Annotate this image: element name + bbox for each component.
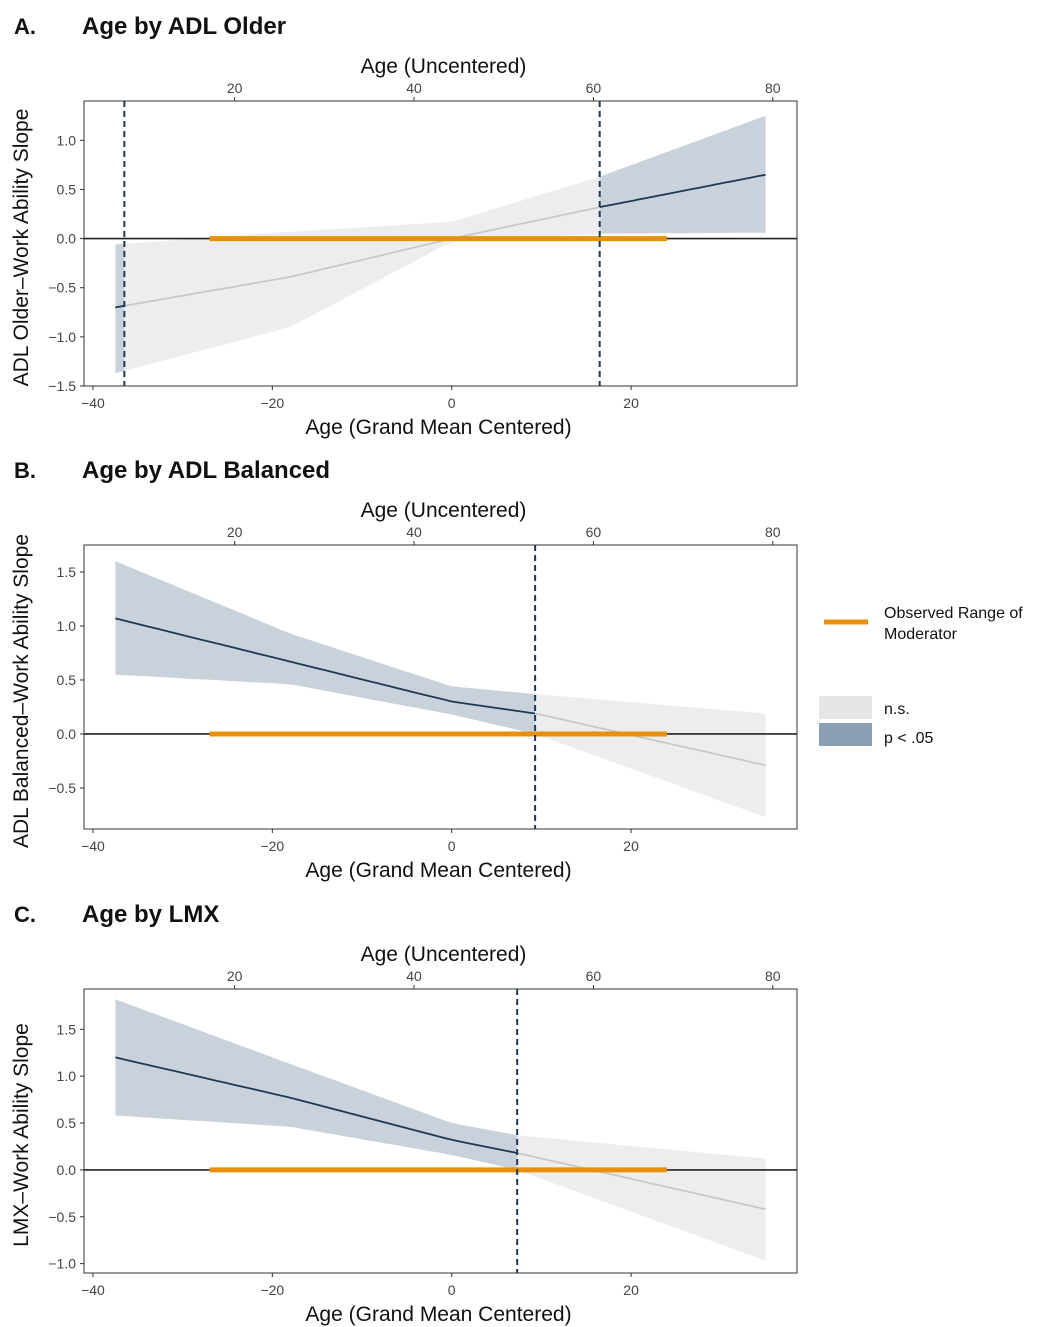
x-tick-label: −20 xyxy=(260,838,284,854)
chart-panels: A. Age by ADL Older Age (Uncentered) −1.5 −1… xyxy=(10,13,798,1326)
panel-letter: A. xyxy=(14,14,36,39)
slope-line-nonsignificant xyxy=(124,206,600,307)
y-tick-label: 0.0 xyxy=(57,231,77,247)
ci-band-nonsignificant xyxy=(124,176,600,371)
x-tick-label: 0 xyxy=(448,395,456,411)
chart-title: Age by ADL Balanced xyxy=(82,457,330,484)
ci-band-nonsignificant xyxy=(517,1135,766,1261)
y-tick-label: 1.0 xyxy=(57,1068,77,1084)
ci-band-significant xyxy=(115,243,125,374)
slope-line-significant xyxy=(115,617,536,715)
y-axis-title: LMX–Work Ability Slope xyxy=(10,1023,33,1247)
x-tick-label: −20 xyxy=(260,395,284,411)
plot-frame xyxy=(83,544,798,830)
plot-frame xyxy=(83,100,798,387)
x-axis-title: Age (Grand Mean Centered) xyxy=(305,859,571,882)
top-axis-title: Age (Uncentered) xyxy=(361,55,527,78)
x-axis-title: Age (Grand Mean Centered) xyxy=(305,1303,571,1326)
y-tick-label: 0.5 xyxy=(57,1115,77,1131)
legend-observed-range-label: Observed Range of xyxy=(884,605,1023,622)
ci-band-significant xyxy=(599,115,766,234)
y-tick-label: −0.5 xyxy=(48,280,76,296)
y-axis-title: ADL Older–Work Ability Slope xyxy=(10,109,33,387)
y-tick-label: 1.5 xyxy=(57,1021,77,1037)
top-axis-title: Age (Uncentered) xyxy=(361,499,527,522)
x-tick-label: 20 xyxy=(623,395,639,411)
slope-line-significant xyxy=(114,304,125,309)
x-tick-label: 0 xyxy=(448,1282,456,1298)
y-tick-label: −1.5 xyxy=(48,378,76,394)
x2-tick-label: 80 xyxy=(765,968,781,984)
x2-tick-label: 40 xyxy=(406,524,422,540)
x2-tick-label: 40 xyxy=(406,80,422,96)
panel-letter: B. xyxy=(14,458,36,483)
y-tick-label: −0.5 xyxy=(48,1209,76,1225)
x-tick-label: −40 xyxy=(81,838,105,854)
plot-area xyxy=(84,989,797,1273)
ci-band-nonsignificant xyxy=(535,694,766,818)
y-tick-label: −1.0 xyxy=(48,329,76,345)
slope-line-significant xyxy=(115,1056,518,1154)
chart-panel-3: C. Age by LMX Age (Uncentered) −1.0 −0.5 0.0 0… xyxy=(10,901,798,1326)
x-tick-label: −40 xyxy=(81,1282,105,1298)
plot-area xyxy=(84,101,797,386)
y-axis-title: ADL Balanced–Work Ability Slope xyxy=(10,534,33,848)
x-tick-label: 0 xyxy=(448,838,456,854)
y-tick-label: 0.5 xyxy=(57,672,77,688)
plot-frame xyxy=(83,988,798,1274)
slope-line-nonsignificant xyxy=(534,712,766,767)
x-tick-label: −20 xyxy=(260,1282,284,1298)
y-tick-label: 0.0 xyxy=(57,1162,77,1178)
x-axis-title: Age (Grand Mean Centered) xyxy=(305,416,571,439)
y-tick-label: 1.0 xyxy=(57,618,77,634)
panel-letter: C. xyxy=(14,902,36,927)
y-tick-label: 0.5 xyxy=(57,181,77,197)
x2-tick-label: 60 xyxy=(586,524,602,540)
ci-band-significant xyxy=(115,999,518,1170)
x2-tick-label: 80 xyxy=(765,80,781,96)
legend-ns-swatch xyxy=(819,696,872,719)
chart-panel-2: B. Age by ADL Balanced Age (Uncentered) −0.… xyxy=(10,457,798,882)
y-tick-label: 1.0 xyxy=(57,132,77,148)
x2-tick-label: 20 xyxy=(227,968,243,984)
y-tick-label: 0.0 xyxy=(57,726,77,742)
legend-ns-label: n.s. xyxy=(884,701,910,718)
legend-sig-swatch xyxy=(819,723,872,746)
chart-title: Age by LMX xyxy=(82,901,219,928)
legend-observed-range-label-cont: Moderator xyxy=(884,626,958,643)
x2-tick-label: 20 xyxy=(227,524,243,540)
top-axis-title: Age (Uncentered) xyxy=(361,943,527,966)
x-tick-label: 20 xyxy=(623,838,639,854)
x2-tick-label: 60 xyxy=(586,80,602,96)
plot-area xyxy=(84,545,797,829)
y-tick-label: −1.0 xyxy=(48,1256,76,1272)
x2-tick-label: 40 xyxy=(406,968,422,984)
y-tick-label: 1.5 xyxy=(57,564,77,580)
chart-panel-1: A. Age by ADL Older Age (Uncentered) −1.5 −1… xyxy=(10,13,798,439)
slope-line-significant xyxy=(599,173,766,208)
ci-band-significant xyxy=(115,561,536,734)
slope-line-nonsignificant xyxy=(517,1152,766,1211)
x-tick-label: 20 xyxy=(623,1282,639,1298)
x2-tick-label: 20 xyxy=(227,80,243,96)
x-tick-label: −40 xyxy=(81,395,105,411)
legend-sig-label: p < .05 xyxy=(884,730,933,747)
legend: Observed Range of Moderator n.s. p < .05 xyxy=(819,605,1023,747)
x2-tick-label: 60 xyxy=(586,968,602,984)
y-tick-label: −0.5 xyxy=(48,780,76,796)
x2-tick-label: 80 xyxy=(765,524,781,540)
chart-title: Age by ADL Older xyxy=(82,13,286,40)
